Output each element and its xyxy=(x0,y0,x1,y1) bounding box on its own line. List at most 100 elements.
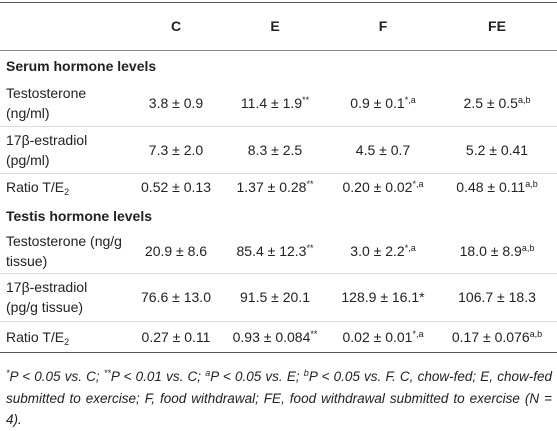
section-title-text: Serum hormone levels xyxy=(6,58,157,74)
cell-superscript: *,a xyxy=(404,242,416,253)
row-label-line: Ratio T/E2 xyxy=(6,177,69,197)
cell-text: 2.5 ± 0.5 xyxy=(463,95,518,111)
cell-value: 0.02 ± 0.01*,a xyxy=(343,329,424,345)
row-label: Ratio T/E2 xyxy=(6,177,69,197)
row-label: Ratio T/E2 xyxy=(6,327,69,347)
column-header-text: FE xyxy=(488,18,506,34)
row-label: 17β-estradiol (pg/g tissue) xyxy=(6,277,87,317)
row-label-text: Ratio T/E xyxy=(6,328,65,345)
cell-superscript: a,b xyxy=(521,242,535,253)
footnote-text: P < 0.05 vs. E; xyxy=(210,369,304,384)
cell-value: 128.9 ± 16.1* xyxy=(341,289,424,305)
footnote-text: P < 0.05 vs. C; xyxy=(9,369,104,384)
footnote-mark: a xyxy=(205,368,211,378)
section-title: Serum hormone levels xyxy=(6,56,156,76)
cell-value: 11.4 ± 1.9** xyxy=(241,95,309,111)
row-label-text: 17β-estradiol xyxy=(6,279,88,295)
column-header-text: F xyxy=(378,18,388,34)
column-header: FE xyxy=(488,18,506,34)
row-label-subscript: 2 xyxy=(64,186,70,197)
cell-value: 76.6 ± 13.0 xyxy=(141,289,211,305)
cell-text: 128.9 ± 16.1* xyxy=(341,289,425,305)
column-header: F xyxy=(379,18,388,34)
row-label-text: 17β-estradiol xyxy=(6,131,88,148)
cell-text: 0.20 ± 0.02 xyxy=(342,178,413,195)
cell-text: 3.0 ± 2.2 xyxy=(350,242,405,259)
rule xyxy=(0,273,557,274)
rule xyxy=(0,2,557,3)
row-label-line: (ng/ml) xyxy=(6,103,86,123)
cell-value: 7.3 ± 2.0 xyxy=(149,142,203,158)
row-label: Testosterone (ng/ml) xyxy=(6,83,86,123)
row-label-line: (pg/ml) xyxy=(6,150,87,170)
cell-text: 0.17 ± 0.076 xyxy=(451,328,530,345)
cell-value: 3.0 ± 2.2*,a xyxy=(350,243,415,259)
cell-value: 18.0 ± 8.9a,b xyxy=(460,243,535,259)
cell-superscript: ** xyxy=(310,328,318,339)
row-label-line: 17β-estradiol xyxy=(6,277,87,297)
row-label-line: Testosterone xyxy=(6,83,86,103)
row-label: Testosterone (ng/g tissue) xyxy=(6,231,122,271)
footnote: *P < 0.05 vs. C; **P < 0.01 vs. C; aP < … xyxy=(6,366,552,431)
cell-text: 0.02 ± 0.01 xyxy=(342,328,413,345)
section-title-text: Testis hormone levels xyxy=(6,208,153,224)
column-header-text: C xyxy=(170,18,182,34)
cell-value: 85.4 ± 12.3** xyxy=(237,243,314,259)
footnote-mark: * xyxy=(6,368,10,378)
cell-text: 91.5 ± 20.1 xyxy=(240,289,310,305)
cell-text: 5.2 ± 0.41 xyxy=(465,141,529,158)
cell-text: 0.27 ± 0.11 xyxy=(141,328,211,345)
cell-text: 0.52 ± 0.13 xyxy=(141,178,211,195)
column-header: C xyxy=(171,18,181,34)
cell-text: 20.9 ± 8.6 xyxy=(144,242,208,259)
cell-superscript: *,a xyxy=(412,178,424,189)
cell-text: 11.4 ± 1.9 xyxy=(240,95,303,111)
cell-value: 0.48 ± 0.11a,b xyxy=(456,179,537,195)
cell-text: 3.8 ± 0.9 xyxy=(148,95,204,111)
section-title: Testis hormone levels xyxy=(6,206,152,226)
rule xyxy=(0,126,557,127)
cell-text: 8.3 ± 2.5 xyxy=(247,141,303,158)
cell-value: 0.9 ± 0.1*,a xyxy=(350,95,415,111)
row-label-text: Testosterone (ng/g xyxy=(6,232,122,249)
cell-value: 0.20 ± 0.02*,a xyxy=(343,179,424,195)
cell-superscript: *,a xyxy=(404,95,416,105)
cell-superscript: a,b xyxy=(525,178,538,189)
cell-value: 4.5 ± 0.7 xyxy=(356,142,410,158)
cell-value: 0.17 ± 0.076a,b xyxy=(452,329,542,345)
row-label-line: Testosterone (ng/g xyxy=(6,231,122,251)
cell-text: 18.0 ± 8.9 xyxy=(459,242,522,259)
cell-value: 5.2 ± 0.41 xyxy=(466,142,528,158)
cell-value: 8.3 ± 2.5 xyxy=(248,142,302,158)
row-label-subscript: 2 xyxy=(64,336,70,347)
footnote-text: P < 0.01 vs. C; xyxy=(110,369,206,384)
row-label-text: Testosterone xyxy=(6,85,87,101)
cell-superscript: *,a xyxy=(412,328,424,339)
rule xyxy=(0,352,557,353)
row-label-text: tissue) xyxy=(6,252,48,269)
column-header: E xyxy=(270,18,279,34)
rule xyxy=(0,173,557,174)
cell-text: 106.7 ± 18.3 xyxy=(458,289,536,305)
cell-superscript: ** xyxy=(306,178,314,189)
cell-text: 85.4 ± 12.3 xyxy=(236,242,307,259)
row-label-text: (ng/ml) xyxy=(6,105,50,121)
rule xyxy=(0,321,557,322)
cell-text: 0.9 ± 0.1 xyxy=(350,95,405,111)
cell-value: 1.37 ± 0.28** xyxy=(237,179,314,195)
cell-value: 20.9 ± 8.6 xyxy=(145,243,207,259)
cell-superscript: a,b xyxy=(529,328,543,339)
cell-value: 3.8 ± 0.9 xyxy=(149,95,203,111)
cell-text: 1.37 ± 0.28 xyxy=(236,178,307,195)
cell-superscript: a,b xyxy=(517,95,531,105)
row-label-text: (pg/g tissue) xyxy=(6,299,84,315)
cell-value: 91.5 ± 20.1 xyxy=(240,289,310,305)
footnote-text: P < 0.05 vs. F. C, chow-fed; E, chow-fed… xyxy=(6,369,553,427)
cell-text: 7.3 ± 2.0 xyxy=(148,141,204,158)
row-label-text: Ratio T/E xyxy=(6,178,65,195)
rule xyxy=(0,50,557,51)
cell-value: 106.7 ± 18.3 xyxy=(458,289,536,305)
cell-text: 0.93 ± 0.084 xyxy=(232,328,311,345)
row-label-line: tissue) xyxy=(6,251,122,271)
